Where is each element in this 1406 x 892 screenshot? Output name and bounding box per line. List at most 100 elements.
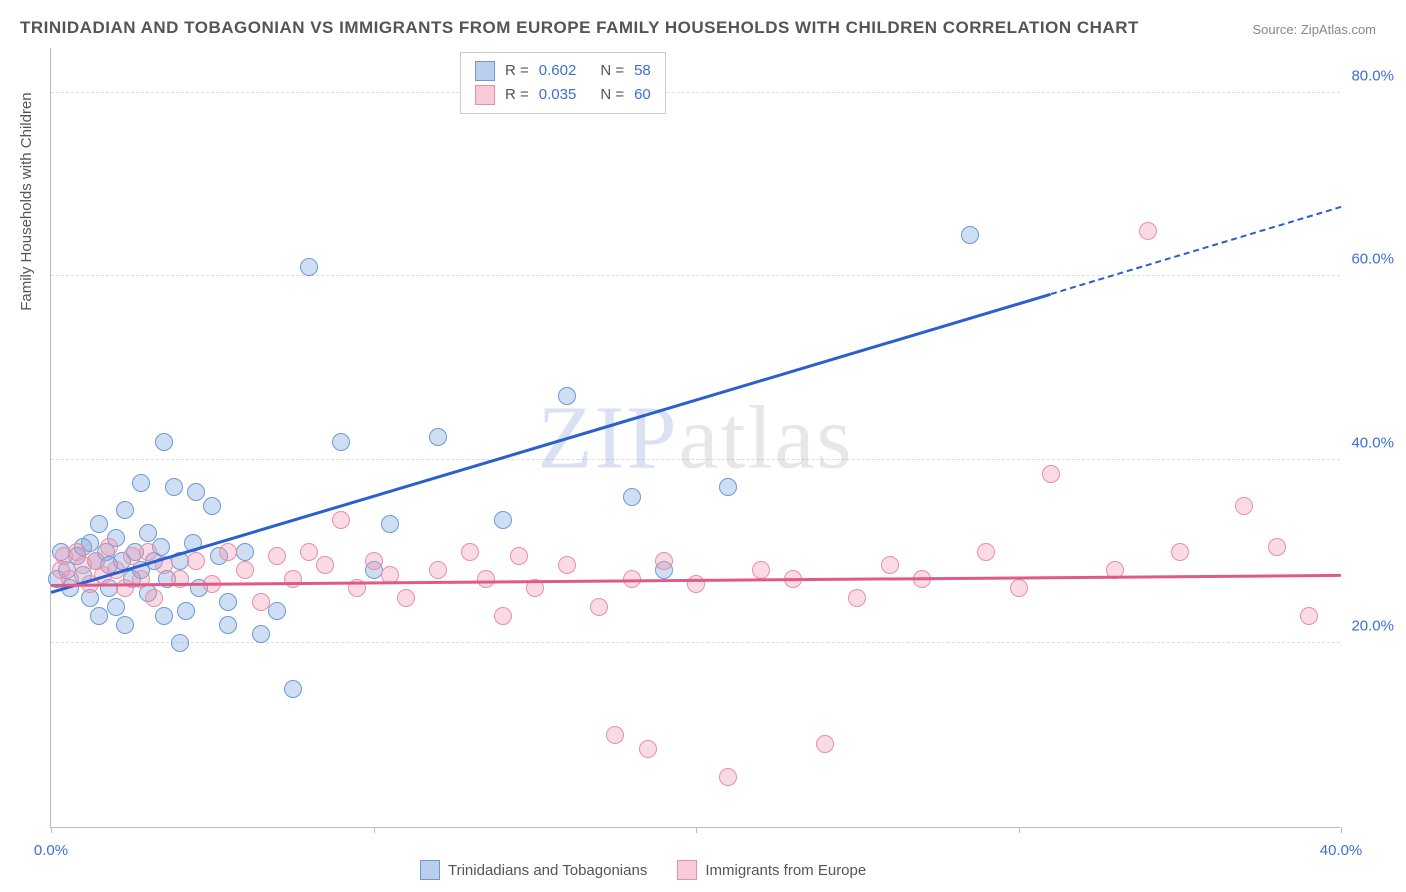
data-point (177, 602, 195, 620)
data-point (1235, 497, 1253, 515)
data-point (606, 726, 624, 744)
legend-swatch (677, 860, 697, 880)
data-point (429, 428, 447, 446)
data-point (116, 501, 134, 519)
data-point (461, 543, 479, 561)
legend-series: Trinidadians and Tobagonians Immigrants f… (420, 860, 866, 880)
data-point (316, 556, 334, 574)
data-point (752, 561, 770, 579)
data-point (397, 589, 415, 607)
data-point (116, 579, 134, 597)
data-point (494, 511, 512, 529)
legend-row: R = 0.602 N = 58 (475, 59, 651, 83)
legend-swatch (475, 61, 495, 81)
data-point (510, 547, 528, 565)
data-point (107, 598, 125, 616)
legend-row: R =0.035N =60 (475, 83, 651, 107)
legend-swatch (420, 860, 440, 880)
gridline (51, 459, 1340, 460)
legend-item: Trinidadians and Tobagonians (420, 860, 647, 880)
data-point (219, 543, 237, 561)
legend-r-label: R = (505, 59, 529, 83)
y-tick-label: 40.0% (1351, 434, 1394, 451)
data-point (381, 515, 399, 533)
trend-line-extrapolated (1050, 206, 1341, 295)
gridline (51, 642, 1340, 643)
data-point (203, 497, 221, 515)
data-point (252, 593, 270, 611)
legend-n-label: N = (600, 59, 624, 83)
data-point (145, 589, 163, 607)
data-point (623, 488, 641, 506)
data-point (977, 543, 995, 561)
y-tick-label: 60.0% (1351, 251, 1394, 268)
data-point (655, 552, 673, 570)
y-axis-label: Family Households with Children (18, 92, 35, 310)
data-point (187, 552, 205, 570)
x-tick (51, 827, 52, 833)
y-tick-label: 20.0% (1351, 618, 1394, 635)
legend-n-label: N = (600, 83, 624, 107)
chart-title: TRINIDADIAN AND TOBAGONIAN VS IMMIGRANTS… (20, 18, 1139, 38)
data-point (165, 478, 183, 496)
x-tick (374, 827, 375, 833)
data-point (219, 616, 237, 634)
data-point (332, 511, 350, 529)
gridline (51, 92, 1340, 93)
data-point (1139, 222, 1157, 240)
data-point (429, 561, 447, 579)
data-point (719, 768, 737, 786)
data-point (639, 740, 657, 758)
legend-r-value: 0.602 (539, 59, 577, 83)
y-tick-label: 80.0% (1351, 67, 1394, 84)
data-point (1268, 538, 1286, 556)
x-tick (1019, 827, 1020, 833)
watermark: ZIPatlas (538, 386, 854, 489)
data-point (90, 515, 108, 533)
data-point (90, 607, 108, 625)
data-point (848, 589, 866, 607)
legend-swatch (475, 85, 495, 105)
data-point (284, 680, 302, 698)
data-point (1042, 465, 1060, 483)
legend-r-value: 0.035 (539, 83, 577, 107)
x-tick-label: 40.0% (1320, 842, 1363, 859)
data-point (590, 598, 608, 616)
data-point (687, 575, 705, 593)
data-point (155, 607, 173, 625)
data-point (1010, 579, 1028, 597)
data-point (236, 561, 254, 579)
data-point (1171, 543, 1189, 561)
data-point (494, 607, 512, 625)
data-point (719, 478, 737, 496)
legend-item: Immigrants from Europe (677, 860, 866, 880)
data-point (139, 543, 157, 561)
x-tick (1341, 827, 1342, 833)
legend-n-value: 58 (634, 59, 651, 83)
x-tick-label: 0.0% (34, 842, 68, 859)
data-point (100, 538, 118, 556)
legend-label: Trinidadians and Tobagonians (448, 862, 647, 879)
data-point (300, 543, 318, 561)
data-point (252, 625, 270, 643)
gridline (51, 275, 1340, 276)
data-point (187, 483, 205, 501)
x-tick (696, 827, 697, 833)
data-point (219, 593, 237, 611)
data-point (236, 543, 254, 561)
watermark-atlas: atlas (679, 388, 854, 487)
data-point (268, 547, 286, 565)
data-point (365, 552, 383, 570)
legend-n-value: 60 (634, 83, 651, 107)
data-point (558, 387, 576, 405)
data-point (116, 616, 134, 634)
data-point (155, 433, 173, 451)
watermark-zip: ZIP (538, 388, 679, 487)
legend-label: Immigrants from Europe (705, 862, 866, 879)
data-point (477, 570, 495, 588)
data-point (171, 570, 189, 588)
data-point (1300, 607, 1318, 625)
plot-area: ZIPatlas 20.0%40.0%60.0%80.0%0.0%40.0% (50, 48, 1340, 828)
data-point (300, 258, 318, 276)
trend-line (51, 292, 1051, 593)
